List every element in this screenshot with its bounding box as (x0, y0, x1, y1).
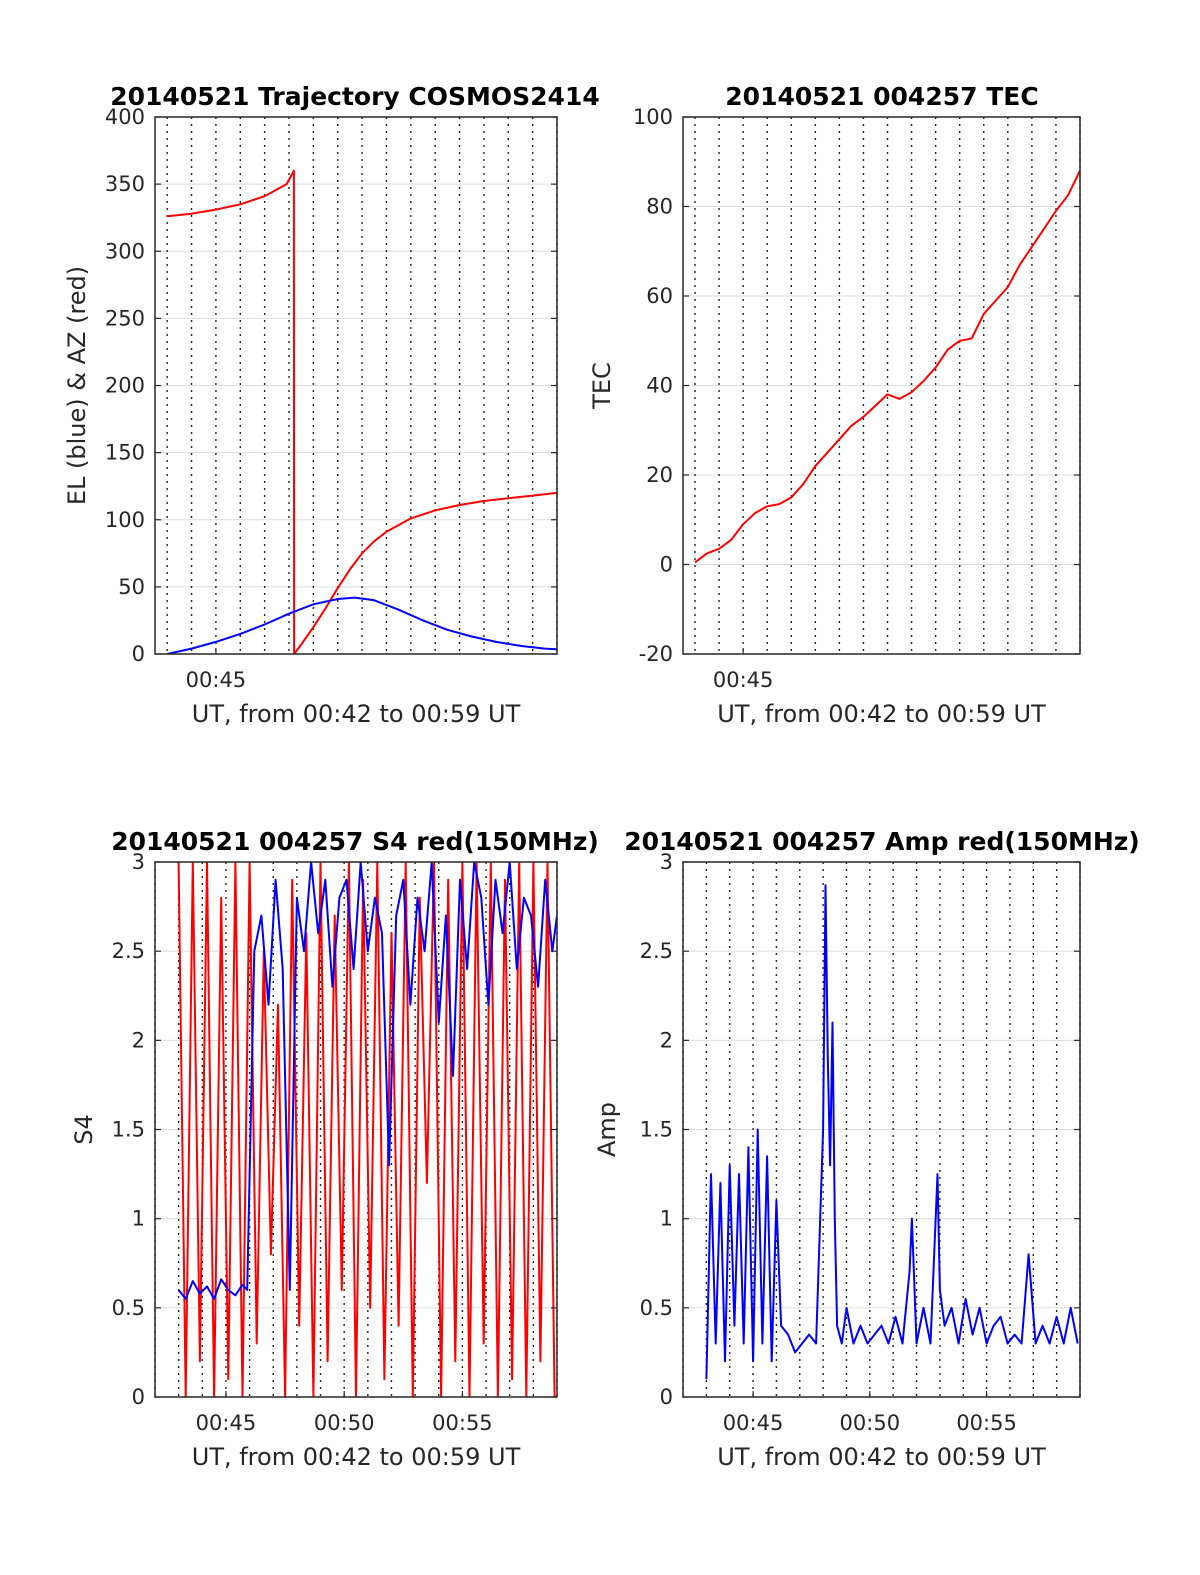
y-tick-label: 0 (132, 642, 145, 666)
series-line-1 (166, 596, 557, 654)
chart-title: 20140521 004257 S4 red(150MHz) (111, 827, 599, 856)
x-tick-label: 00:50 (314, 1411, 375, 1435)
y-axis-label: Amp (593, 1102, 621, 1157)
y-tick-label: 1 (132, 1207, 145, 1231)
y-tick-label: 80 (646, 195, 673, 219)
y-tick-label: 2.5 (640, 939, 673, 963)
y-axis-label: S4 (70, 1114, 98, 1145)
x-tick-label: 00:55 (432, 1411, 493, 1435)
tec-panel: -20 0 20 40 60 80 100 00:45 UT, from 00:42 to 00… (588, 82, 1081, 728)
y-axis-label: EL (blue) & AZ (red) (63, 266, 91, 505)
y-tick-label: 0.5 (112, 1296, 145, 1320)
y-tick-label: 200 (105, 374, 145, 398)
y-tick-label: 250 (105, 306, 145, 330)
x-axis-label: UT, from 00:42 to 00:59 UT (717, 1443, 1046, 1471)
y-tick-label: 1.5 (112, 1118, 145, 1142)
x-tick-label: 00:45 (196, 1411, 257, 1435)
y-tick-label: 20 (646, 463, 673, 487)
series-line-0 (705, 884, 1079, 1380)
x-axis-label: UT, from 00:42 to 00:59 UT (192, 700, 521, 728)
y-tick-label: 2 (132, 1028, 145, 1052)
y-tick-label: 60 (646, 284, 673, 308)
y-tick-label: 2 (660, 1028, 673, 1052)
x-tick-label: 00:45 (186, 668, 247, 692)
y-tick-label: 3 (132, 850, 145, 874)
amp-panel: 0 0.5 1 1.5 2 2.5 3 00:45 00:50 00:55 UT, from 00:… (593, 827, 1140, 1471)
y-tick-label: 0 (132, 1385, 145, 1409)
y-axis-label: TEC (588, 362, 616, 410)
series-line-0 (694, 170, 1080, 564)
y-tick-label: -20 (639, 642, 673, 666)
x-tick-label: 00:50 (840, 1411, 901, 1435)
chart-title: 20140521 004257 Amp red(150MHz) (624, 827, 1140, 856)
series-line-1 (177, 862, 557, 1300)
chart-title: 20140521 Trajectory COSMOS2414 (110, 82, 600, 111)
x-tick-label: 00:55 (956, 1411, 1017, 1435)
y-tick-label: 0.5 (640, 1296, 673, 1320)
y-tick-label: 0 (660, 553, 673, 577)
y-tick-label: 2.5 (112, 939, 145, 963)
x-axis-label: UT, from 00:42 to 00:59 UT (717, 700, 1046, 728)
y-tick-label: 150 (105, 441, 145, 465)
y-tick-label: 0 (660, 1385, 673, 1409)
chart-title: 20140521 004257 TEC (725, 82, 1038, 111)
y-tick-label: 100 (105, 508, 145, 532)
y-tick-label: 300 (105, 239, 145, 263)
x-axis-label: UT, from 00:42 to 00:59 UT (192, 1443, 521, 1471)
s4-panel: 0 0.5 1 1.5 2 2.5 3 00:45 00:50 00:55 UT, from 00:… (70, 827, 599, 1471)
x-tick-label: 00:45 (723, 1411, 784, 1435)
y-tick-label: 1 (660, 1207, 673, 1231)
y-tick-label: 350 (105, 172, 145, 196)
y-tick-label: 1.5 (640, 1118, 673, 1142)
x-tick-label: 00:45 (713, 668, 774, 692)
y-tick-label: 50 (118, 575, 145, 599)
y-tick-label: 40 (646, 374, 673, 398)
series-line-0 (167, 169, 557, 654)
y-tick-label: 3 (660, 850, 673, 874)
trajectory-panel: 0 50 100 150 200 250 300 350 400 00:45 UT, from 00… (63, 82, 600, 728)
y-tick-label: 100 (633, 105, 673, 129)
y-tick-label: 400 (105, 105, 145, 129)
